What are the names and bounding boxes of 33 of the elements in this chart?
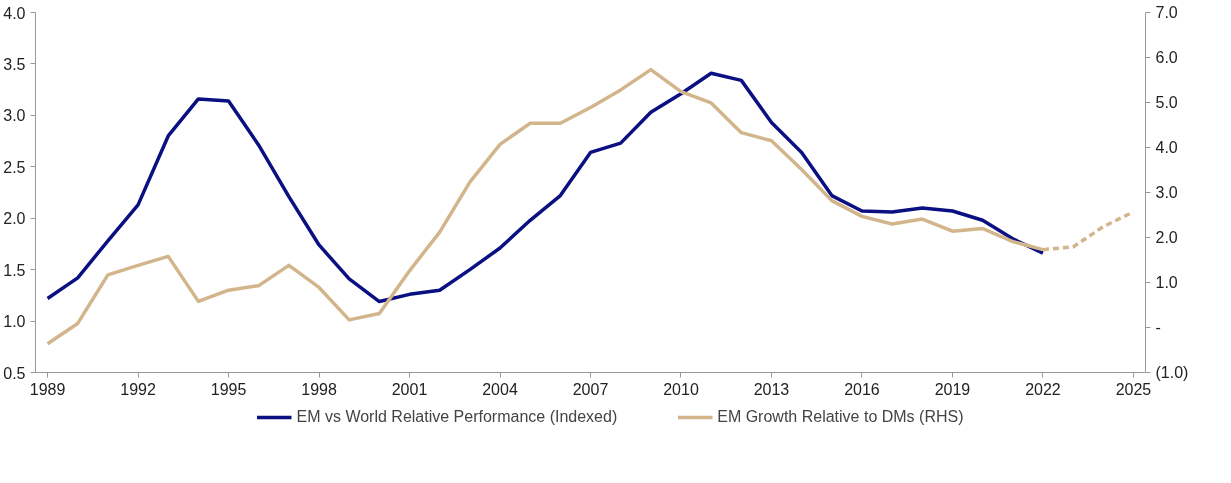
y2-tick-label: 6.0 (1155, 49, 1178, 66)
y2-tick-label: (1.0) (1155, 364, 1189, 381)
x-tick-label: 2001 (391, 380, 428, 398)
x-tick-label: 1998 (301, 380, 337, 398)
x-tick-label: 1992 (120, 380, 156, 398)
y2-tick-label: 4.0 (1155, 139, 1178, 156)
x-tick-label: 2010 (663, 380, 699, 398)
y2-tick-label: 7.0 (1155, 4, 1178, 21)
legend-label: EM Growth Relative to DMs (RHS) (717, 408, 964, 426)
x-tick-label: 2004 (482, 380, 518, 398)
line-series (45, 71, 1045, 304)
x-tick-label: 2022 (1025, 380, 1061, 398)
x-tick-label: 2025 (1115, 380, 1152, 398)
y-tick-label: 4.0 (3, 4, 26, 22)
x-tick-label: 1995 (210, 380, 247, 398)
y-tick-label: 0.5 (3, 364, 26, 382)
x-tick-label: 2013 (753, 380, 790, 398)
y-tick-label: 1.0 (3, 313, 26, 331)
y2-tick-label: 5.0 (1155, 94, 1178, 111)
x-tick-label: 2016 (844, 380, 880, 398)
y2-tick-label: 2.0 (1155, 229, 1178, 246)
y-tick-label: 2.5 (3, 158, 26, 176)
y2-tick-label: 1.0 (1155, 274, 1178, 291)
y-tick-label: 3.5 (3, 55, 26, 73)
y2-tick-label: - (1155, 319, 1161, 336)
y2-tick-label: 3.0 (1155, 184, 1178, 201)
x-tick-label: 2019 (934, 380, 971, 398)
y-tick-label: 2.0 (3, 210, 26, 228)
legend-label: EM vs World Relative Performance (Indexed) (296, 408, 618, 426)
y-tick-label: 1.5 (3, 261, 26, 279)
y-tick-label: 3.0 (3, 107, 26, 125)
x-tick-label: 1989 (29, 380, 66, 398)
x-tick-label: 2007 (572, 380, 609, 398)
